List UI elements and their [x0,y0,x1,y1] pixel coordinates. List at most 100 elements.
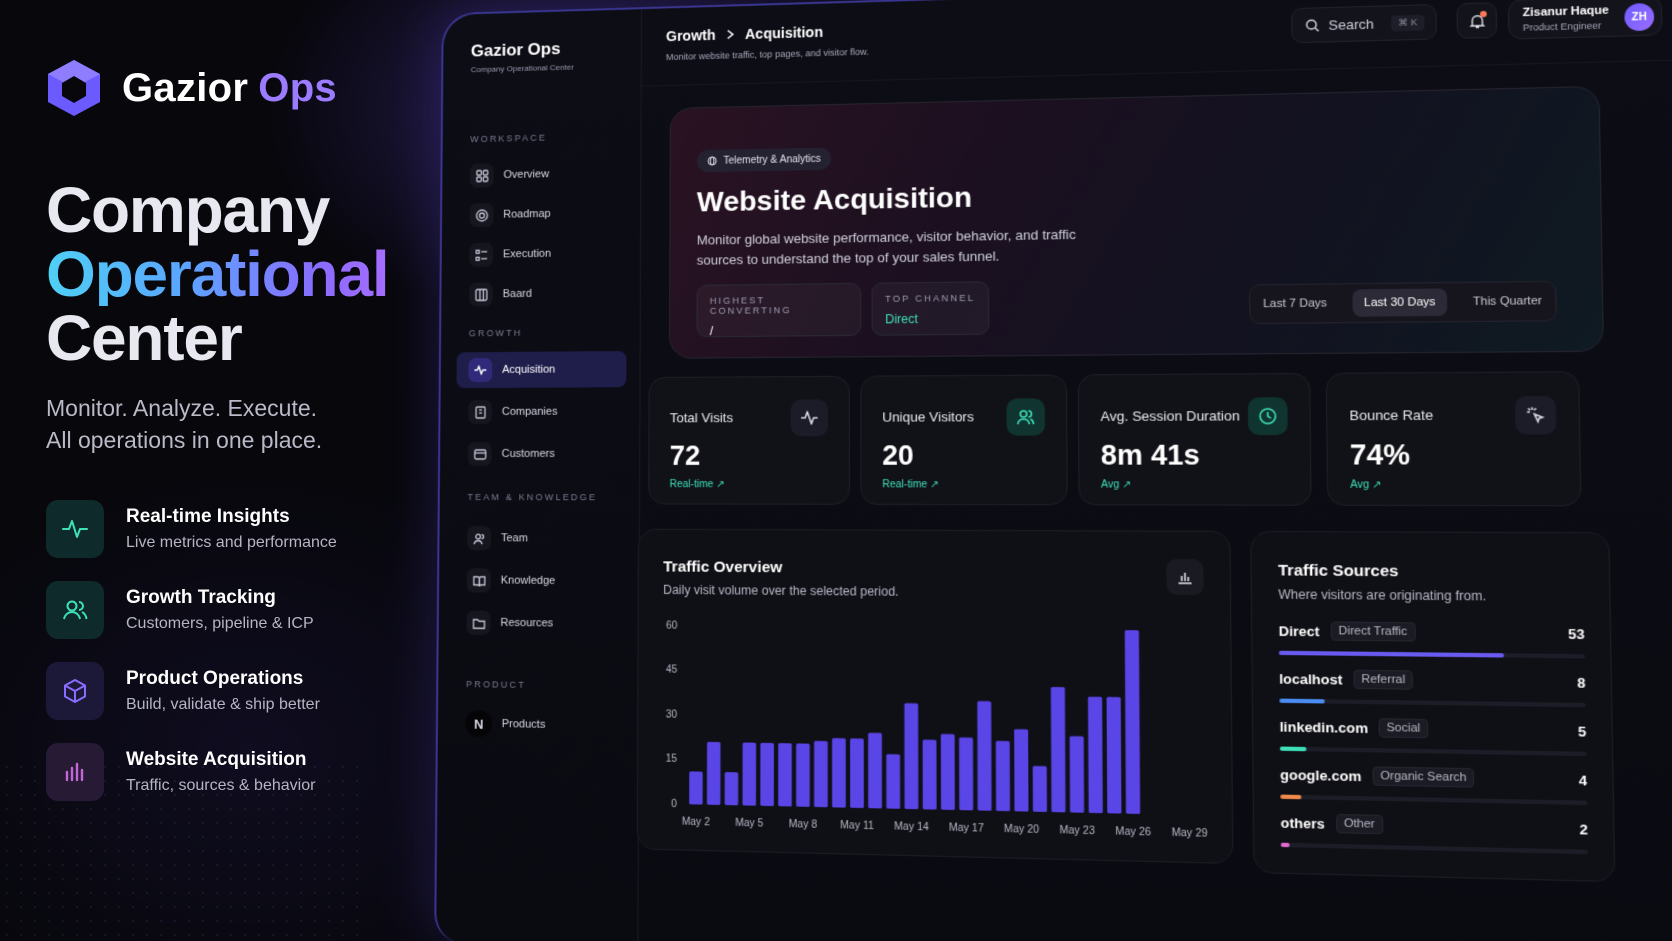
hero-line-2: Operational [46,242,388,306]
traffic-bar[interactable] [796,744,810,807]
stat-label: Unique Visitors [882,409,974,425]
sidebar-item-roadmap[interactable]: Roadmap [458,195,627,234]
sidebar-item-companies[interactable]: Companies [456,393,626,430]
sidebar-item-label: Resources [500,617,553,630]
search-input[interactable]: Search ⌘ K [1291,4,1437,43]
traffic-bar[interactable] [996,741,1010,811]
page-subtitle: Monitor website traffic, top pages, and … [666,47,869,63]
cube-icon [46,662,104,720]
sidebar-item-label: Products [502,718,546,731]
user-menu[interactable]: Zisanur Haque Product Engineer ZH [1508,0,1663,40]
traffic-bar[interactable] [725,772,739,805]
source-count: 4 [1579,772,1588,788]
bar-chart-icon [1177,570,1192,585]
sidebar-item-board[interactable]: Baard [457,275,627,313]
chevron-right-icon [726,29,735,39]
traffic-bar[interactable] [707,742,721,805]
range-this-quarter[interactable]: This Quarter [1473,295,1542,308]
stat-trend: Avg ↗ [1101,479,1132,491]
notification-dot [1480,11,1487,17]
sidebar-item-products[interactable]: N Products [454,705,625,744]
traffic-bar[interactable] [850,738,864,808]
pulse-icon [791,399,828,436]
traffic-overview-title: Traffic Overview [663,558,782,576]
x-tick-label: May 2 [682,816,710,828]
source-progress-bar [1279,699,1586,708]
sidebar-item-execution[interactable]: Execution [457,235,627,273]
sidebar-item-label: Overview [503,168,549,181]
traffic-source-row[interactable]: google.com Organic Search 4 [1280,767,1588,818]
range-last-30-days[interactable]: Last 30 Days [1353,288,1447,316]
sidebar-item-overview[interactable]: Overview [458,155,627,194]
stat-value: 72 [670,441,701,472]
sidebar-item-resources[interactable]: Resources [454,604,625,642]
notifications-button[interactable] [1456,2,1497,39]
source-progress-bar [1279,651,1585,659]
sidebar-item-team[interactable]: Team [455,520,626,557]
folder-icon [466,610,490,634]
globe-icon [707,156,717,166]
feature-desc: Live metrics and performance [126,534,337,552]
feature-list: Real-time Insights Live metrics and perfo… [46,500,337,824]
y-tick-label: 0 [671,799,677,811]
feature-title: Website Acquisition [126,749,315,771]
source-count: 8 [1577,675,1586,691]
traffic-source-row[interactable]: others Other 2 [1281,815,1589,867]
search-icon [1305,18,1319,32]
chart-options-button[interactable] [1166,559,1203,595]
traffic-bar[interactable] [742,743,756,806]
traffic-bar[interactable] [1088,697,1103,813]
traffic-bar[interactable] [814,741,828,807]
traffic-bar[interactable] [923,740,937,810]
feature-item: Website Acquisition Traffic, sources & be… [46,743,337,801]
sidebar-item-customers[interactable]: Customers [456,436,626,472]
traffic-bar[interactable] [1070,736,1085,813]
source-name: localhost [1279,671,1342,688]
traffic-bar[interactable] [778,743,792,806]
traffic-bar[interactable] [977,701,991,811]
traffic-source-row[interactable]: linkedin.com Social 5 [1280,719,1587,769]
users-icon [1006,398,1044,435]
chip-value: Direct [885,311,975,326]
sidebar-item-acquisition[interactable]: Acquisition [456,351,626,388]
feature-title: Real-time Insights [126,506,337,528]
traffic-bar[interactable] [904,703,918,809]
traffic-bar[interactable] [1033,766,1047,812]
sidebar-item-knowledge[interactable]: Knowledge [455,562,626,600]
traffic-bar[interactable] [689,771,703,804]
stat-label: Total Visits [670,410,733,425]
traffic-bar[interactable] [959,737,973,810]
traffic-sources-title: Traffic Sources [1278,562,1399,581]
sidebar-item-label: Customers [502,448,555,460]
stat-card-total-visits: Total Visits 72 Real-time ↗ [648,376,850,505]
breadcrumb-parent[interactable]: Growth [666,27,716,44]
feature-desc: Build, validate & ship better [126,696,320,714]
traffic-bar[interactable] [1051,687,1066,812]
traffic-bar[interactable] [868,733,882,809]
sidebar-item-label: Knowledge [501,575,556,587]
traffic-bar-chart: 015304560May 2 May 5 May 8 May 11 May 14 May … [652,617,1215,858]
traffic-source-row[interactable]: localhost Referral 8 [1279,671,1586,720]
hero-line-3: Center [46,306,388,370]
traffic-bar[interactable] [886,754,900,809]
traffic-bar[interactable] [1107,697,1122,814]
source-progress-bar [1280,795,1587,806]
traffic-overview-subtitle: Daily visit volume over the selected per… [663,583,899,599]
traffic-bar[interactable] [1125,630,1140,814]
traffic-bar[interactable] [832,738,846,808]
traffic-bar[interactable] [760,743,774,806]
sidebar-brand[interactable]: Gazior Ops Company Operational Center [471,39,574,74]
traffic-source-row[interactable]: Direct Direct Traffic 53 [1279,623,1586,671]
brand: Gazior Ops [46,58,337,118]
traffic-bar[interactable] [941,734,955,810]
x-tick-label: May 23 [1059,825,1095,838]
feature-item: Real-time Insights Live metrics and perfo… [46,500,337,558]
source-progress-fill [1281,843,1290,847]
range-last-7-days[interactable]: Last 7 Days [1263,297,1327,310]
section-label-product: PRODUCT [466,679,526,690]
pulse-icon [46,500,104,558]
n-logo-icon: N [466,710,492,737]
section-label-growth: GROWTH [469,328,523,338]
board-icon [469,282,493,306]
traffic-bar[interactable] [1014,729,1028,812]
